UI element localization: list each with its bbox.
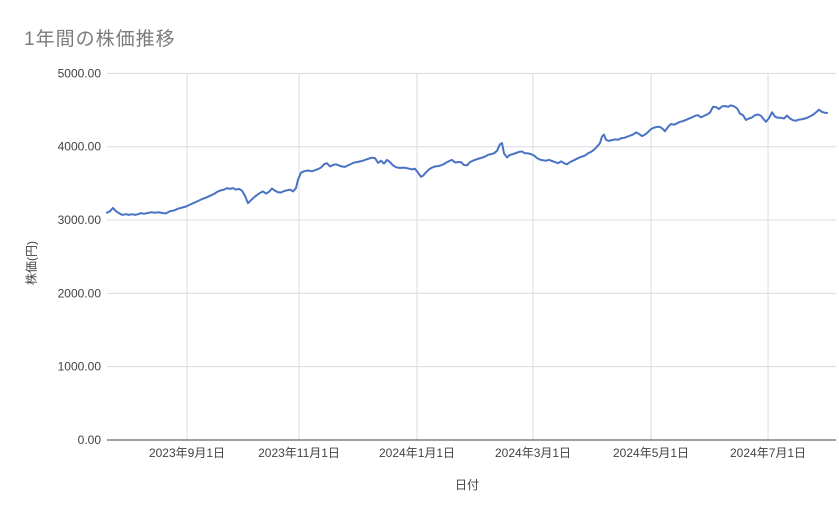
chart-title: 1年間の株価推移 bbox=[24, 29, 176, 50]
x-tick-label: 2024年3月1日 bbox=[495, 446, 571, 460]
y-tick-label: 5000.00 bbox=[58, 66, 102, 80]
x-tick-label: 2023年11月1日 bbox=[258, 446, 340, 460]
y-tick-label: 0.00 bbox=[78, 433, 102, 447]
price-line-series bbox=[106, 104, 828, 216]
x-tick-label: 2024年5月1日 bbox=[613, 446, 689, 460]
y-tick-label: 3000.00 bbox=[58, 213, 102, 227]
y-tick-label: 2000.00 bbox=[58, 286, 102, 300]
y-tick-label: 1000.00 bbox=[58, 360, 102, 374]
x-axis-title: 日付 bbox=[454, 478, 479, 492]
x-tick-label: 2024年1月1日 bbox=[379, 446, 455, 460]
x-tick-label: 2023年9月1日 bbox=[149, 446, 225, 460]
y-tick-label: 4000.00 bbox=[58, 140, 102, 154]
x-tick-label: 2024年7月1日 bbox=[730, 446, 806, 460]
